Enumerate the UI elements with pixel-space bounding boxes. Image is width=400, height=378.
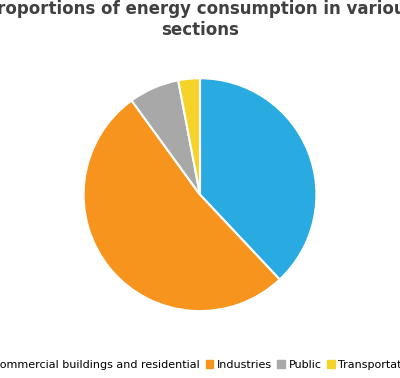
Wedge shape [178, 78, 200, 195]
Wedge shape [132, 80, 200, 195]
Wedge shape [200, 78, 316, 280]
Wedge shape [84, 101, 280, 311]
Title: Proportions of energy consumption in various
sections: Proportions of energy consumption in var… [0, 0, 400, 39]
Legend: Commercial buildings and residential, Industries, Public, Transportation: Commercial buildings and residential, In… [0, 358, 400, 372]
